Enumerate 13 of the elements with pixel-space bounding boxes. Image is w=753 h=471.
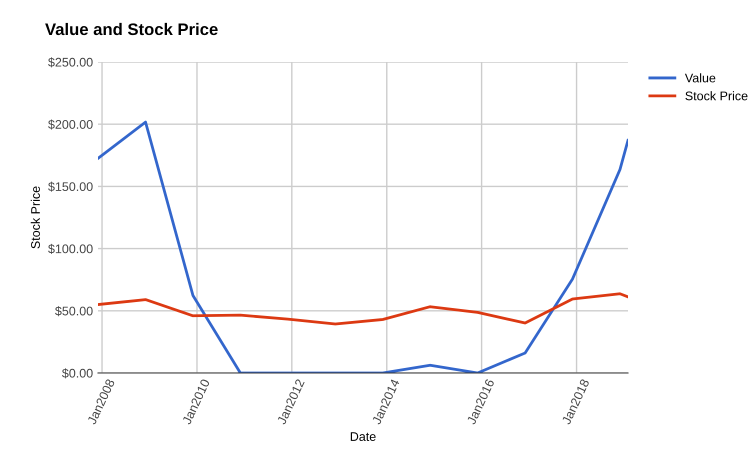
line-series [98, 120, 628, 373]
y-tick-label: $200.00 [48, 119, 93, 130]
y-tick-label: $50.00 [55, 306, 93, 316]
legend-label: Value [684, 73, 716, 82]
chart-title: Value and Stock Price [45, 22, 218, 36]
y-tick-label: $250.00 [48, 57, 93, 68]
y-tick-label: $150.00 [48, 182, 93, 192]
y-tick-label: $0.00 [62, 368, 93, 378]
legend-label: Stock Price [685, 91, 748, 100]
line-series [98, 292, 628, 326]
y-axis-title: Stock Price [30, 186, 40, 249]
x-axis-title: Date [350, 432, 376, 441]
y-tick-label: $100.00 [48, 244, 93, 254]
